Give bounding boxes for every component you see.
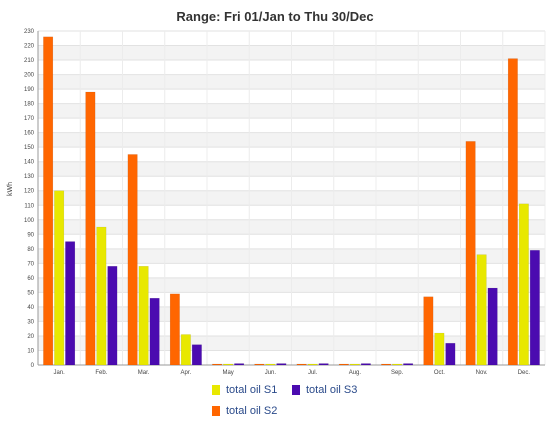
axis-layer: 0 10 20 30 40 50 60 70 80 90 100 110 120 130 140 150 160…: [24, 29, 545, 376]
bar-total-oil-s1[interactable]: [476, 254, 487, 366]
y-tick-label: 230: [24, 29, 35, 35]
legend-label-s1: total oil S1: [226, 384, 278, 396]
bar-total-oil-s3[interactable]: [65, 241, 76, 366]
bar-total-oil-s3[interactable]: [445, 342, 456, 366]
bar-total-oil-s3[interactable]: [403, 363, 414, 366]
bar-layer: [43, 36, 540, 366]
bar-total-oil-s1[interactable]: [223, 363, 234, 366]
bar-total-oil-s2[interactable]: [507, 58, 518, 366]
bar-total-oil-s1[interactable]: [265, 363, 276, 366]
bar-total-oil-s1[interactable]: [54, 190, 65, 366]
y-tick-label: 150: [24, 145, 35, 151]
bar-total-oil-s1[interactable]: [307, 363, 318, 366]
bar-total-oil-s3[interactable]: [360, 363, 371, 366]
y-tick-label: 130: [24, 174, 35, 180]
y-tick-label: 180: [24, 102, 35, 108]
x-tick-label: Mar.: [138, 370, 150, 376]
bar-total-oil-s1[interactable]: [434, 332, 445, 366]
chart-title: Range: Fri 01/Jan to Thu 30/Dec: [176, 9, 374, 24]
x-tick-label: May: [222, 370, 233, 376]
y-tick-label: 110: [24, 203, 34, 209]
y-tick-label: 200: [24, 73, 35, 79]
y-tick-label: 210: [24, 58, 35, 64]
x-tick-label: Aug.: [349, 370, 362, 376]
legend-item-s1[interactable]: total oil S1: [212, 384, 277, 396]
y-tick-label: 160: [24, 131, 35, 137]
bar-total-oil-s2[interactable]: [127, 154, 138, 366]
y-tick-label: 120: [24, 189, 35, 195]
bar-total-oil-s2[interactable]: [169, 293, 180, 366]
y-tick-label: 220: [24, 44, 35, 50]
bar-total-oil-s1[interactable]: [518, 203, 529, 366]
y-tick-label: 60: [27, 276, 34, 282]
legend-item-s2[interactable]: total oil S2: [212, 405, 277, 417]
x-tick-label: Dec.: [518, 370, 531, 376]
y-tick-label: 100: [24, 218, 35, 224]
x-tick-label: Nov.: [476, 370, 488, 376]
legend-swatch-s2: [212, 406, 220, 416]
bar-total-oil-s2[interactable]: [465, 141, 476, 366]
x-tick-label: Jun.: [265, 370, 277, 376]
bar-total-oil-s3[interactable]: [107, 266, 118, 366]
legend-label-s2: total oil S2: [226, 405, 278, 417]
y-tick-label: 80: [27, 247, 34, 253]
bar-total-oil-s2[interactable]: [212, 363, 223, 366]
legend-swatch-s3: [292, 385, 300, 395]
legend-swatch-s1: [212, 385, 220, 395]
bar-total-oil-s2[interactable]: [423, 296, 434, 366]
bar-total-oil-s1[interactable]: [180, 334, 191, 366]
bar-total-oil-s1[interactable]: [96, 226, 107, 366]
y-tick-label: 70: [27, 261, 34, 267]
bar-total-oil-s3[interactable]: [529, 250, 540, 366]
x-tick-label: Jul.: [308, 370, 318, 376]
y-tick-label: 140: [24, 160, 35, 166]
y-axis-label: kWh: [7, 182, 14, 196]
y-tick-label: 190: [24, 87, 35, 93]
legend-label-s3: total oil S3: [306, 384, 358, 396]
x-tick-label: Apr.: [181, 370, 192, 376]
legend-item-s3[interactable]: total oil S3: [292, 384, 357, 396]
bar-total-oil-s2[interactable]: [381, 363, 392, 366]
bar-total-oil-s3[interactable]: [234, 363, 245, 366]
bar-total-oil-s2[interactable]: [43, 36, 54, 366]
bar-total-oil-s1[interactable]: [349, 363, 360, 366]
y-tick-label: 90: [27, 232, 34, 238]
bar-total-oil-s1[interactable]: [138, 266, 149, 366]
grid-layer: [37, 30, 546, 366]
x-tick-label: Jan.: [53, 370, 65, 376]
y-tick-label: 40: [27, 305, 34, 311]
bar-total-oil-s3[interactable]: [149, 297, 160, 366]
bar-total-oil-s2[interactable]: [254, 363, 265, 366]
bar-total-oil-s3[interactable]: [276, 363, 287, 366]
bar-total-oil-s1[interactable]: [392, 363, 403, 366]
x-tick-label: Feb.: [95, 370, 107, 376]
y-tick-label: 170: [24, 116, 35, 122]
y-tick-label: 20: [27, 334, 34, 340]
y-tick-label: 0: [31, 363, 35, 369]
bar-total-oil-s2[interactable]: [296, 363, 307, 366]
bar-total-oil-s3[interactable]: [318, 363, 329, 366]
y-tick-label: 10: [27, 348, 34, 354]
bar-total-oil-s2[interactable]: [338, 363, 349, 366]
x-tick-label: Sep.: [391, 370, 404, 376]
bar-total-oil-s3[interactable]: [487, 287, 498, 366]
bar-total-oil-s2[interactable]: [85, 91, 96, 366]
y-tick-label: 50: [27, 290, 34, 296]
x-tick-label: Oct.: [434, 370, 445, 376]
bar-total-oil-s3[interactable]: [191, 344, 202, 366]
y-tick-label: 30: [27, 319, 34, 325]
